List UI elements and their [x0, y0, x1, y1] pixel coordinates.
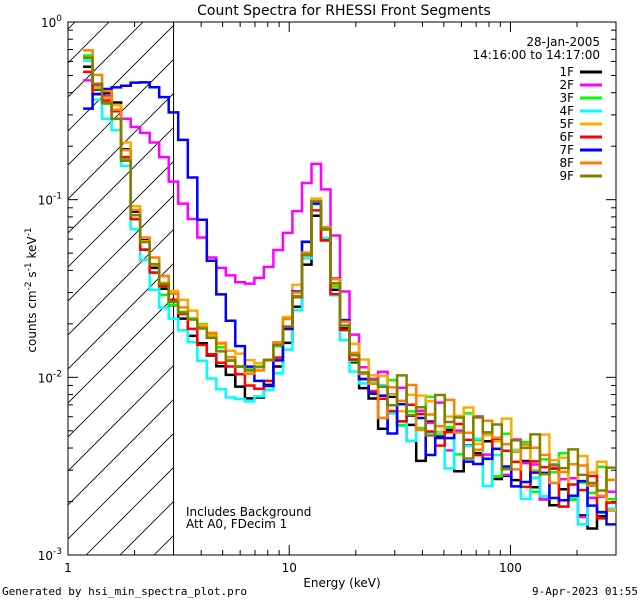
y-axis-label-s: s [25, 271, 39, 281]
legend-label-3F: 3F [559, 91, 574, 105]
annotation-background: Includes Background [186, 505, 311, 519]
hatch-line [68, 432, 174, 540]
y-tick-label-base: 10 [38, 194, 53, 208]
y-tick-label-exp: 0 [56, 14, 62, 24]
x-tick-label: 1 [64, 561, 72, 575]
y-tick-label-exp: -2 [53, 369, 62, 379]
y-axis-label-base: counts cm [25, 290, 39, 352]
y-axis-label-exp-kev: -1 [24, 227, 34, 236]
hatch-line [68, 22, 144, 98]
x-axis-label: Energy (keV) [303, 576, 380, 590]
series-line-3F [83, 54, 616, 501]
y-tick-label-base: 10 [38, 549, 53, 563]
hatch-line [68, 262, 174, 370]
series-line-2F [83, 79, 616, 519]
y-tick-label-exp: -1 [53, 192, 62, 202]
legend-label-9F: 9F [559, 169, 574, 183]
y-tick-label: 10-2 [38, 369, 62, 385]
hatch-line [68, 364, 174, 472]
series-line-8F [83, 49, 616, 498]
y-tick-label: 10-3 [38, 547, 62, 563]
series-group [83, 49, 616, 530]
x-tick-labels: 1 10 100 [64, 561, 522, 575]
generated-by-label: Generated by hsi_min_spectra_plot.pro [2, 585, 247, 598]
y-axis-label-kev: keV [25, 236, 39, 263]
hatch-line [68, 194, 174, 302]
series-line-9F [83, 56, 616, 492]
timestamp-label: 9-Apr-2023 01:55 [532, 585, 638, 598]
y-tick-label-base: 10 [38, 371, 53, 385]
y-axis-label: counts cm-2 s-1 keV-1 [24, 227, 39, 352]
y-tick-label: 100 [41, 14, 62, 30]
y-tick-label: 10-1 [38, 192, 62, 208]
plot-area-frame [67, 21, 617, 556]
date-label: 28-Jan-2005 [526, 35, 600, 49]
hatch-line [68, 228, 174, 336]
legend-label-5F: 5F [559, 117, 574, 131]
x-tick-label: 10 [282, 561, 297, 575]
legend-label-6F: 6F [559, 130, 574, 144]
chart-title: Count Spectra for RHESSI Front Segments [197, 3, 491, 19]
annotation-attenuator: Att A0, FDecim 1 [186, 517, 287, 531]
y-axis-label-exp-cm: -2 [24, 281, 34, 290]
hatch-line [68, 22, 76, 30]
legend-label-8F: 8F [559, 156, 574, 170]
legend-label-1F: 1F [559, 65, 574, 79]
axis-ticks [67, 21, 617, 556]
y-axis-label-exp-s: -1 [24, 262, 34, 271]
hatch-line [68, 296, 174, 404]
legend-label-4F: 4F [559, 104, 574, 118]
hatch-line [68, 58, 174, 166]
legend-label-7F: 7F [559, 143, 574, 157]
time-range-label: 14:16:00 to 14:17:00 [473, 48, 600, 62]
hatch-line [68, 160, 174, 268]
hatch-line [68, 398, 174, 506]
x-tick-label: 100 [499, 561, 522, 575]
y-tick-label-exp: -3 [53, 547, 62, 557]
legend-label-2F: 2F [559, 78, 574, 92]
y-tick-label-base: 10 [41, 16, 56, 30]
